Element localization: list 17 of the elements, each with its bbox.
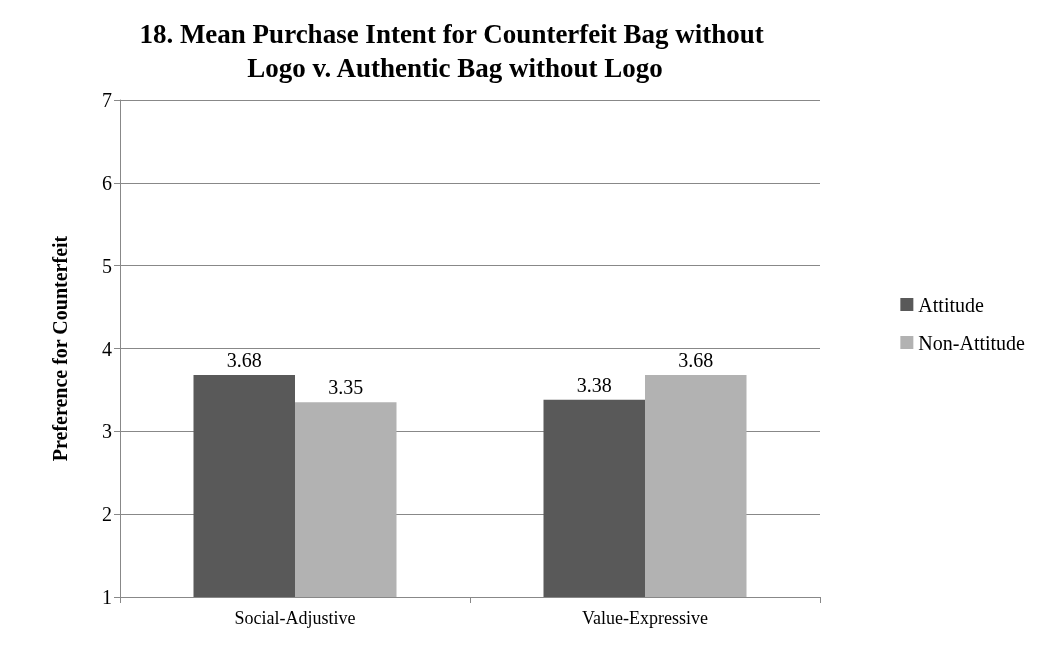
data-label: 3.68 [226, 349, 262, 372]
y-tick-label: 6 [102, 171, 112, 194]
y-tick-label: 7 [102, 89, 112, 111]
x-tick-label: Value-Expressive [582, 608, 708, 628]
x-tick-label: Social-Adjustive [234, 608, 356, 628]
y-tick-label: 2 [102, 503, 112, 526]
legend-label: Non-Attitude [918, 331, 1026, 354]
data-label: 3.35 [328, 376, 364, 399]
data-label: 3.38 [576, 373, 612, 396]
chart-title: 18. Mean Purchase Intent for Counterfeit Bag without Logo v. Authentic Bag without Logo [139, 19, 771, 83]
y-tick-label: 4 [102, 337, 112, 360]
y-tick-label: 5 [102, 254, 112, 277]
y-tick-label: 3 [102, 420, 112, 443]
y-tick-label: 1 [102, 586, 112, 608]
data-label: 3.68 [678, 349, 714, 372]
y-axis-title: Preference for Counterfeit [49, 235, 71, 462]
legend-label: Attitude [918, 293, 985, 316]
